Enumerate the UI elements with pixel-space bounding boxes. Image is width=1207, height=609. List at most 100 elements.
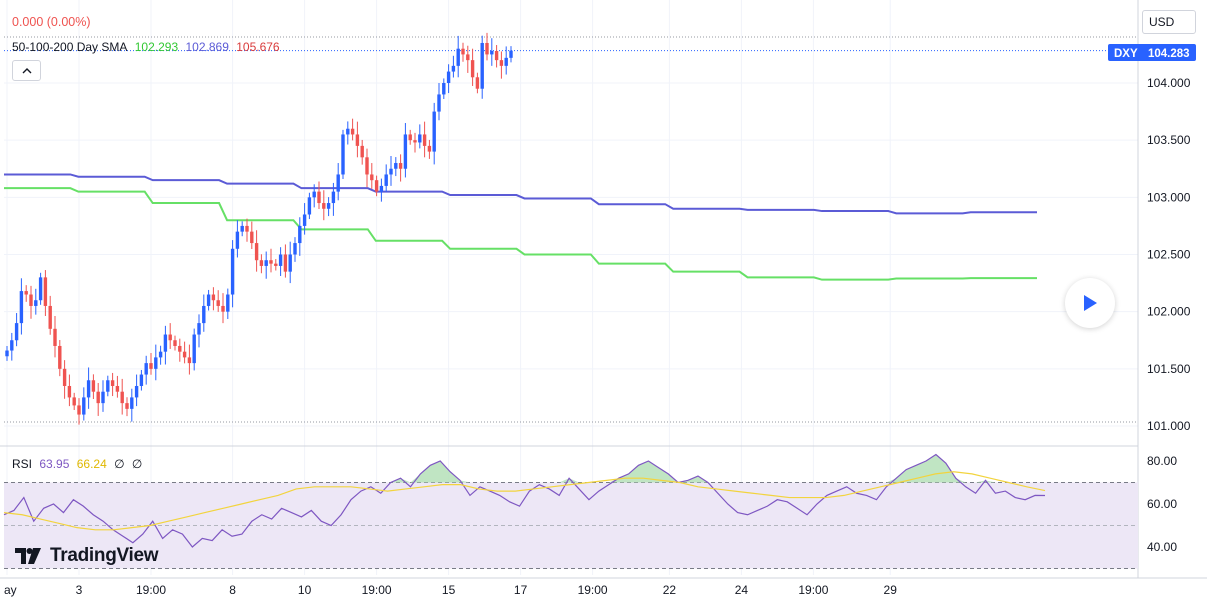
play-icon <box>1084 295 1097 311</box>
candle-body <box>144 363 148 375</box>
chevron-up-icon <box>22 68 31 74</box>
rsi-tick-label: 40.00 <box>1147 540 1177 554</box>
candle-body <box>58 345 62 369</box>
candle-body <box>288 254 292 272</box>
candle-body <box>485 42 489 55</box>
candle-body <box>427 145 432 152</box>
candle-body <box>461 48 465 55</box>
candle-body <box>389 168 393 175</box>
candle-body <box>446 71 451 83</box>
rsi-tick-label: 80.00 <box>1147 454 1177 468</box>
candle-body <box>10 340 14 351</box>
candle-body <box>14 323 19 341</box>
rsi-overbought-fill <box>886 454 966 483</box>
candle-body <box>53 328 57 346</box>
candle-body <box>211 294 216 301</box>
candle-body <box>336 174 340 192</box>
candle-body <box>374 180 379 192</box>
candle-body <box>355 134 360 146</box>
tradingview-logo[interactable]: TradingView <box>14 545 159 567</box>
price-tag: DXY 104.283 <box>1108 44 1196 61</box>
rsi-empty-1: ∅ <box>114 457 125 471</box>
rsi-overbought-fill <box>410 461 470 483</box>
price-tag-symbol: DXY <box>1114 48 1138 60</box>
candle-body <box>192 334 196 364</box>
candle-body <box>62 368 67 386</box>
rsi-overbought-fill <box>559 478 580 483</box>
candle-body <box>341 134 345 175</box>
price-tick-label: 103.000 <box>1147 190 1191 204</box>
candle-body <box>115 385 120 392</box>
time-tick-label: 19:00 <box>136 583 166 597</box>
candle-body <box>350 128 355 135</box>
replay-button[interactable] <box>1065 278 1115 328</box>
rsi-empty-2: ∅ <box>131 457 143 471</box>
currency-selector[interactable]: USD <box>1142 10 1196 34</box>
candle-body <box>322 203 326 209</box>
candle-body <box>24 291 28 295</box>
candles <box>5 32 513 425</box>
rsi-overbought-fill <box>975 480 996 483</box>
time-tick-label: 17 <box>514 583 528 597</box>
sma-legend[interactable]: 50-100-200 Day SMA 102.293 102.869 105.6… <box>12 40 284 54</box>
sma200-value: 105.676 <box>236 40 280 54</box>
rsi-value: 63.95 <box>39 457 70 471</box>
price-tick-label: 101.500 <box>1147 362 1191 376</box>
candle-body <box>29 294 33 306</box>
candle-body <box>480 42 484 89</box>
candle-body <box>43 277 48 306</box>
candle-body <box>293 243 297 255</box>
candle-body <box>154 357 158 369</box>
candle-body <box>130 397 134 409</box>
rsi-ma-line <box>3 471 1046 531</box>
candle-body <box>451 65 456 72</box>
candle-body <box>365 157 369 175</box>
candle-body <box>178 345 182 352</box>
candle-body <box>490 50 494 55</box>
candle-body <box>168 334 172 341</box>
time-tick-label: 15 <box>442 583 456 597</box>
sma-legend-label: 50-100-200 Day SMA <box>12 40 128 54</box>
candle-body <box>278 254 283 266</box>
collapse-legend-button[interactable] <box>12 60 41 81</box>
time-axis: ay 3 19:00 8 10 19:00 15 17 19:00 22 24 19:00 29 <box>4 583 897 597</box>
price-change: 0.000 (0.00%) <box>12 15 91 29</box>
time-tick-label: 19:00 <box>362 583 392 597</box>
candle-body <box>346 128 350 135</box>
time-tick-label: 24 <box>735 583 749 597</box>
rsi-tick-label: 60.00 <box>1147 497 1177 511</box>
price-tick-label: 103.500 <box>1147 133 1191 147</box>
candle-body <box>269 260 273 264</box>
candle-body <box>509 50 513 58</box>
rsi-legend[interactable]: RSI 63.95 66.24 ∅ ∅ <box>12 457 146 471</box>
candle-body <box>504 57 508 66</box>
price-tick-label: 101.000 <box>1147 419 1191 433</box>
rsi-line <box>3 453 1046 548</box>
candle-body <box>77 405 81 415</box>
candle-body <box>48 305 52 329</box>
time-tick-label: 19:00 <box>798 583 828 597</box>
candle-body <box>216 300 220 306</box>
candle-body <box>398 163 403 169</box>
candle-body <box>466 54 470 61</box>
candle-body <box>19 291 24 324</box>
candle-body <box>173 340 177 346</box>
candle-body <box>206 294 211 306</box>
candle-body <box>125 403 129 409</box>
candle-body <box>250 231 254 244</box>
candle-body <box>432 111 436 152</box>
candle-body <box>230 248 235 295</box>
time-tick-label: 19:00 <box>578 583 608 597</box>
candle-body <box>326 203 331 209</box>
candle-body <box>82 397 86 415</box>
candle-body <box>163 334 168 352</box>
candle-body <box>442 83 446 95</box>
candle-body <box>274 263 278 266</box>
rsi-overbought-fill <box>608 461 679 483</box>
candle-body <box>422 134 427 146</box>
candle-body <box>5 350 9 357</box>
time-tick-label: 8 <box>229 583 236 597</box>
candle-body <box>197 323 201 335</box>
candle-body <box>149 363 153 369</box>
time-tick-label: 22 <box>663 583 677 597</box>
